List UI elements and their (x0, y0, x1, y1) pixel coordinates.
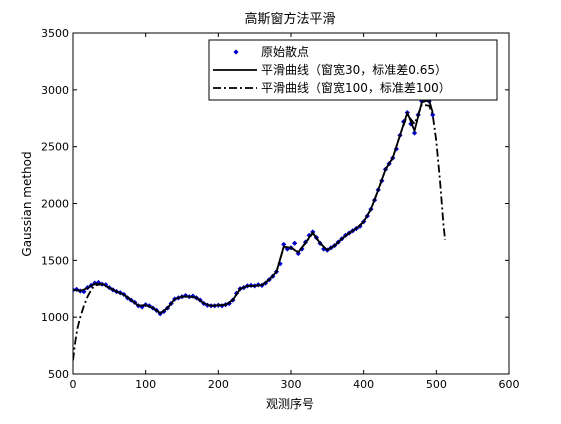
scatter-point (430, 112, 436, 118)
scatter-point (411, 130, 418, 136)
y-tick-label: 3000 (41, 84, 69, 97)
legend-label: 原始散点 (261, 44, 309, 59)
scatter-point (190, 293, 196, 299)
x-tick-label: 200 (208, 378, 229, 391)
series-group (73, 92, 446, 361)
legend-entry: 原始散点 (233, 44, 309, 59)
x-tick-label: 500 (426, 378, 447, 391)
y-tick-label: 2000 (41, 198, 69, 211)
x-axis-label: 观测序号 (266, 396, 314, 411)
x-tick-label: 300 (281, 378, 302, 391)
legend-entry: 平滑曲线（窗宽30，标准差0.65） (213, 62, 447, 77)
axis-ticks: 0 100 200 300 400 500 600 500 1000 1500 2000 2500 30… (41, 27, 520, 391)
x-tick-label: 400 (353, 378, 374, 391)
legend-label: 平滑曲线（窗宽100，标准差100） (261, 80, 451, 95)
y-tick-label: 1500 (41, 254, 69, 267)
series-line-2 (73, 103, 446, 361)
y-tick-label: 1000 (41, 311, 69, 324)
scatter-point (292, 240, 298, 246)
y-tick-label: 500 (48, 368, 69, 381)
x-tick-label: 0 (70, 378, 77, 391)
scatter-point (306, 232, 312, 238)
y-axis-label: Gaussian method (20, 151, 34, 256)
chart-title: 高斯窗方法平滑 (244, 11, 335, 27)
scatter-point (277, 261, 283, 267)
x-tick-label: 600 (499, 378, 520, 391)
x-tick-label: 100 (135, 378, 156, 391)
legend-marker (233, 49, 239, 55)
scatter-point (281, 241, 287, 248)
scatter-point (284, 246, 290, 252)
y-tick-label: 3500 (41, 27, 69, 40)
scatter-point (74, 286, 80, 292)
y-tick-label: 2500 (41, 141, 69, 154)
scatter-point (95, 279, 102, 286)
legend-label: 平滑曲线（窗宽30，标准差0.65） (261, 62, 447, 77)
scatter-point (139, 304, 145, 310)
legend-entry: 平滑曲线（窗宽100，标准差100） (213, 80, 451, 95)
